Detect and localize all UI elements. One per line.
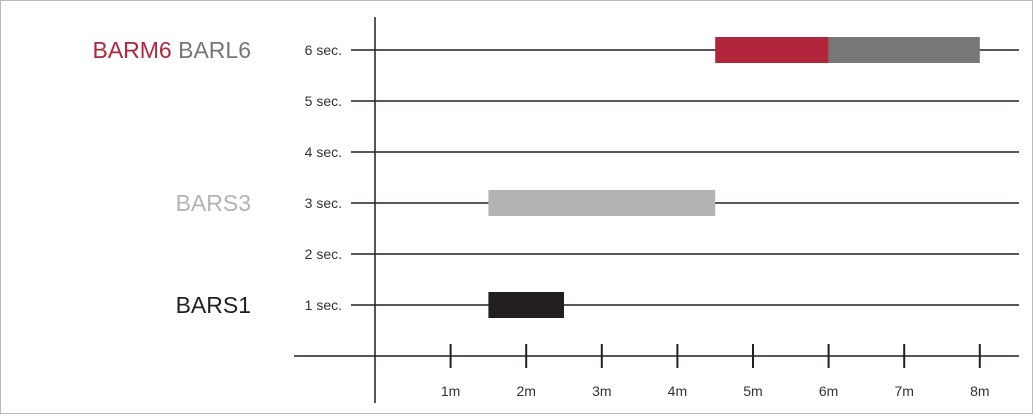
y-tick-label: 2 sec. [305, 246, 342, 262]
range-bar-barm6 [715, 37, 829, 63]
row-label: BARS1 [176, 292, 251, 318]
y-tick-label: 5 sec. [305, 93, 342, 109]
row-label-bars3: BARS3 [176, 190, 251, 216]
x-tick-label: 1m [441, 383, 460, 399]
x-tick-label: 8m [970, 383, 989, 399]
row-label: BARM6 BARL6 [92, 37, 251, 63]
x-tick-label: 5m [743, 383, 762, 399]
row-label-bars1: BARS1 [176, 292, 251, 318]
x-tick-label: 2m [516, 383, 535, 399]
x-tick-label: 6m [819, 383, 838, 399]
row-label-barm6: BARM6 [92, 37, 171, 63]
y-tick-label: 1 sec. [305, 297, 342, 313]
x-tick-label: 4m [668, 383, 687, 399]
x-tick-label: 3m [592, 383, 611, 399]
y-tick-label: 6 sec. [305, 42, 342, 58]
row-label-barl6: BARL6 [172, 37, 251, 63]
range-bar-bars1 [488, 292, 564, 318]
x-tick-label: 7m [894, 383, 913, 399]
row-label: BARS3 [176, 190, 251, 216]
y-tick-label: 4 sec. [305, 144, 342, 160]
y-tick-label: 3 sec. [305, 195, 342, 211]
range-bar-bars3 [488, 190, 716, 216]
range-bar-barl6 [828, 37, 980, 63]
